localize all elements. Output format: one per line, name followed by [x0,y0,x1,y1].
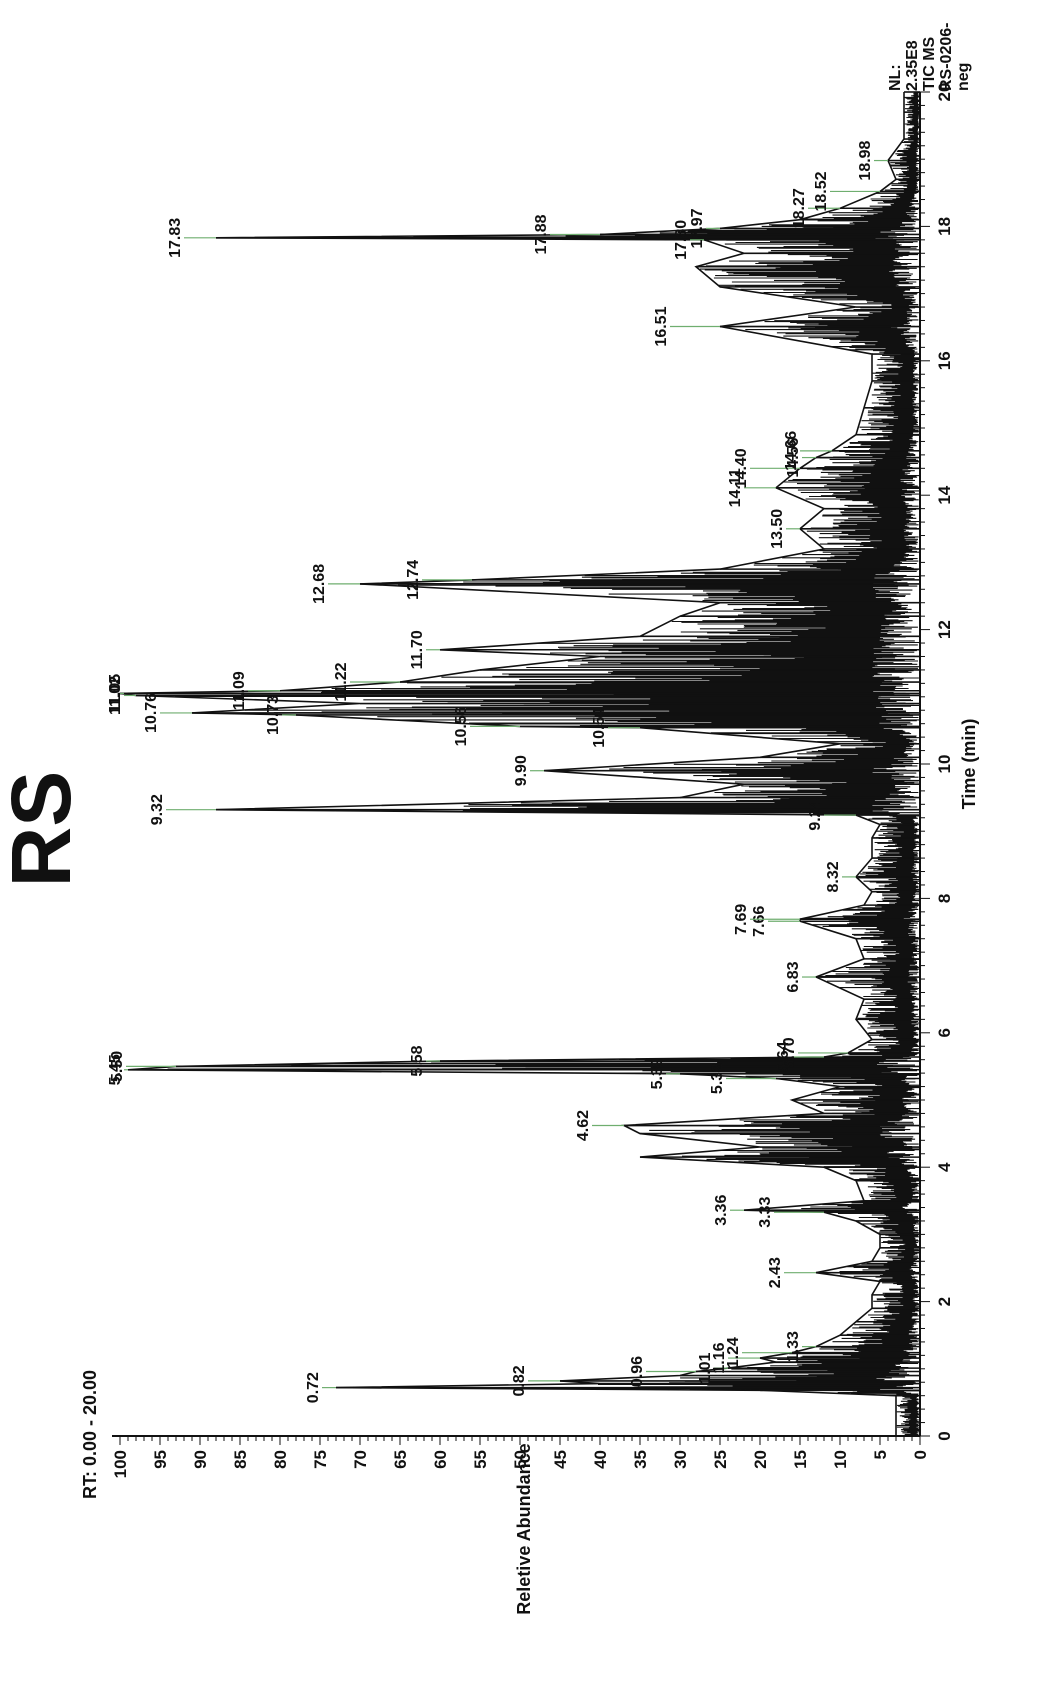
peak-label: 11.05 [107,674,124,713]
y-axis-label: Reletive Abundance [514,1443,534,1614]
y-tick-label: 85 [231,1450,250,1469]
info-block: NL: 2.35E8 TIC MS RS-0206- neg [887,23,972,91]
peak-label: 3.36 [713,1195,730,1226]
peak-label: 17.88 [533,214,550,254]
peak-label: 18.27 [791,188,808,228]
x-axis-label: Time (min) [959,719,979,810]
x-tick-label: 4 [935,1162,954,1172]
peak-label: 14.40 [733,448,750,488]
peak-label: 17.97 [689,208,706,248]
x-tick-label: 16 [935,351,954,370]
y-tick-label: 0 [911,1450,930,1459]
peak-label: 8.32 [825,861,842,892]
rt-range-label: RT: 0.00 - 20.00 [80,1370,100,1499]
y-tick-label: 95 [151,1450,170,1469]
peak-label: 17.83 [167,218,184,258]
y-tick-label: 35 [631,1450,650,1469]
peak-label: 0.96 [629,1356,646,1387]
peak-label: 12.74 [405,560,422,600]
peak-label: 10.56 [453,706,470,746]
x-tick-label: 6 [935,1028,954,1037]
y-tick-label: 20 [751,1450,770,1469]
peak-label: 5.70 [781,1037,798,1068]
peak-label: 1.16 [711,1342,728,1373]
y-tick-label: 40 [591,1450,610,1469]
peak-label: 11.02 [107,676,124,715]
peak-label: 5.45 [107,1054,124,1085]
peak-label: 1.24 [725,1337,742,1368]
peak-label: 9.90 [513,755,530,786]
peak-label: 5.32 [709,1063,726,1094]
y-tick-label: 50 [511,1450,530,1469]
peak-label: 17.80 [673,220,690,260]
y-tick-label: 80 [271,1450,290,1469]
y-tick-label: 45 [551,1450,570,1469]
peak-label: 16.51 [653,306,670,346]
peak-label: 18.98 [857,140,874,180]
y-tick-label: 30 [671,1450,690,1469]
x-tick-label: 20 [935,83,954,102]
peak-label: 5.50 [109,1051,126,1082]
info-line: NL: [887,64,904,91]
y-tick-label: 15 [791,1450,810,1469]
peak-label: 14.11 [727,468,744,507]
peak-label: 7.66 [751,906,768,937]
x-tick-label: 18 [935,217,954,236]
x-tick-label: 10 [935,755,954,774]
peak-label: 5.39 [649,1058,666,1089]
peak-label: 10.76 [143,693,160,733]
y-tick-label: 25 [711,1450,730,1469]
peak-label: 10.73 [265,695,282,735]
peak-label: 13.50 [769,509,786,549]
peak-label: 2.43 [767,1257,784,1288]
peak-label: 14.66 [783,431,800,471]
peak-label: 10.54 [591,708,608,748]
peak-label: 14.56 [785,437,802,477]
info-line: RS-0206- [938,23,955,91]
peak-label: 6.83 [785,961,802,992]
peak-label: 11.70 [409,630,426,669]
peak-label: 1.33 [785,1331,802,1362]
y-tick-label: 75 [311,1450,330,1469]
peak-label: 18.52 [813,171,830,211]
axes: 0510152025303540455055606570758085909510… [111,83,954,1479]
peak-label: 5.58 [409,1045,426,1076]
peak-label: 11.22 [333,662,350,701]
chart-title: RS [0,771,88,888]
peak-label: 7.69 [733,904,750,935]
peak-label: 12.68 [311,564,328,604]
peak-labels: 0.72 0.82 0.96 1.011.161.24 1.33 2.43 3.33 3.36… [107,140,888,1403]
y-tick-label: 5 [871,1450,890,1459]
x-tick-label: 0 [935,1431,954,1440]
x-tick-label: 2 [935,1297,954,1306]
x-tick-label: 12 [935,620,954,639]
trace-spikes [167,91,920,1437]
info-line: TIC MS [921,36,938,91]
peak-label: 4.62 [575,1110,592,1141]
y-tick-label: 10 [831,1450,850,1469]
y-tick-label: 55 [471,1450,490,1469]
info-line: 2.35E8 [904,40,921,91]
y-tick-label: 90 [191,1450,210,1469]
peak-label: 0.72 [305,1372,322,1403]
peak-label: 1.01 [697,1352,714,1383]
y-tick-label: 100 [111,1450,130,1478]
info-line: neg [955,63,972,91]
peak-label: 9.32 [149,794,166,825]
peak-label: 5.64 [775,1041,792,1072]
x-tick-label: 14 [935,485,954,504]
x-tick-label: 8 [935,894,954,903]
peak-label: 11.09 [231,671,248,710]
peak-label: 3.33 [757,1197,774,1228]
y-tick-label: 70 [351,1450,370,1469]
y-tick-label: 65 [391,1450,410,1469]
peak-label: 0.82 [511,1365,528,1396]
trace-layer [119,91,920,1437]
peak-label: 9.24 [807,799,824,830]
y-tick-label: 60 [431,1450,450,1469]
